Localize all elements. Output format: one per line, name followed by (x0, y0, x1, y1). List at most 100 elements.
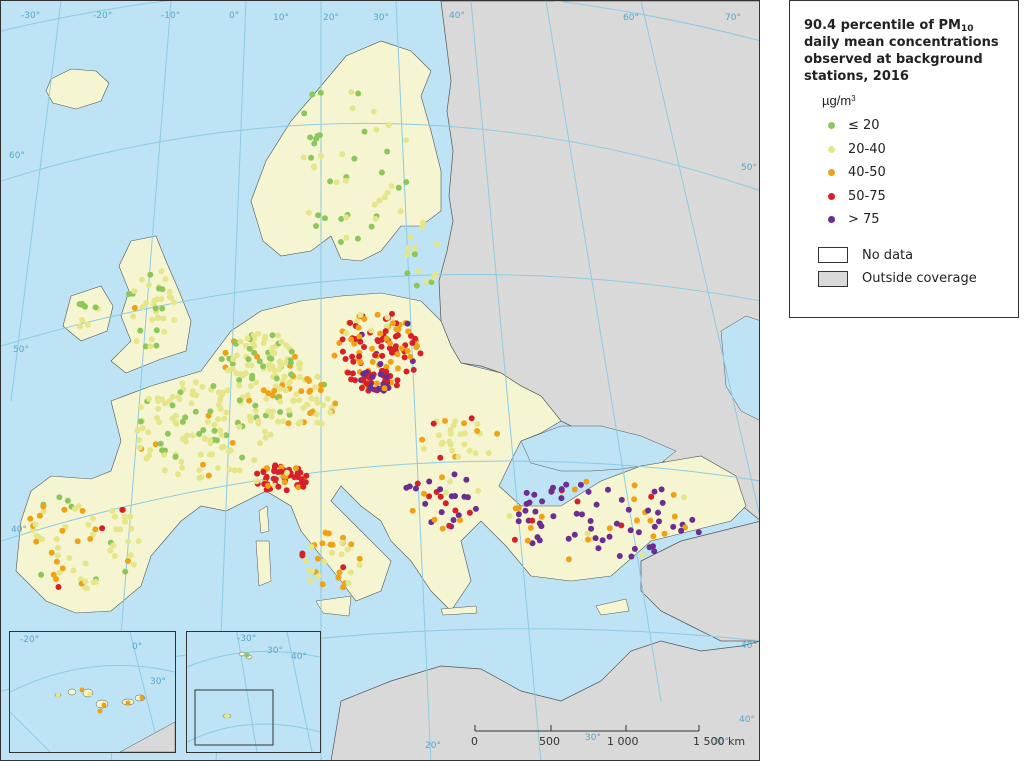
station-dot (585, 488, 592, 495)
station-dot (393, 382, 400, 389)
station-dot (268, 413, 275, 420)
station-dot (340, 564, 347, 571)
station-dot (388, 346, 394, 353)
station-dot (515, 505, 522, 511)
station-dot (89, 531, 96, 538)
station-dot (374, 311, 381, 318)
station-dot (296, 360, 303, 367)
station-dot (217, 427, 224, 434)
station-dot (403, 484, 410, 491)
station-dot (372, 352, 379, 359)
station-dot (217, 396, 224, 403)
inset-canary-islands: -20° 0° 30° (9, 631, 176, 753)
station-dot (267, 431, 274, 438)
station-dot (606, 525, 613, 532)
station-dot (409, 340, 416, 346)
inset-azores-map (187, 632, 320, 752)
station-dot (565, 535, 572, 542)
station-dot (54, 552, 61, 559)
station-dot (356, 555, 363, 562)
station-dot (300, 154, 307, 161)
station-dot (189, 432, 196, 439)
station-dot (538, 513, 545, 520)
station-dot (361, 128, 368, 135)
station-dot (466, 509, 473, 516)
station-dot (455, 512, 462, 519)
station-dot (327, 541, 334, 548)
station-dot (179, 380, 186, 387)
inset-graticule-label: 30° (267, 646, 283, 656)
legend-swatch (828, 169, 835, 177)
station-dot (77, 323, 83, 330)
station-dot (131, 304, 138, 311)
station-dot (263, 395, 270, 402)
station-dot (627, 527, 634, 534)
station-dot (377, 330, 384, 337)
station-dot (392, 333, 399, 340)
station-dot (269, 408, 276, 415)
station-dot (251, 336, 258, 342)
station-dot (410, 366, 417, 373)
station-dot (409, 358, 416, 365)
station-dot (515, 511, 522, 518)
station-dot (308, 395, 315, 402)
station-dot (404, 348, 411, 354)
station-dot (139, 304, 146, 311)
caspian-sea (720, 315, 759, 421)
station-dot (55, 584, 62, 590)
station-dot (405, 328, 412, 335)
station-dot (211, 421, 218, 428)
station-dot (248, 362, 255, 369)
station-dot (464, 494, 471, 501)
station-dot (494, 430, 501, 437)
inset-graticule-label: -20° (20, 635, 40, 645)
europe-map (1, 1, 759, 760)
station-dot (171, 299, 178, 306)
station-dot (309, 91, 316, 98)
station-dot (145, 429, 152, 436)
station-dot (251, 342, 258, 349)
station-dot (661, 530, 668, 537)
station-dot (373, 126, 380, 133)
station-dot (92, 578, 99, 585)
station-dot (71, 505, 78, 512)
station-dot (160, 315, 167, 322)
station-dot (225, 367, 232, 374)
station-dot (275, 332, 282, 339)
station-dot (38, 571, 45, 578)
station-dot (451, 471, 458, 478)
station-dot (343, 330, 350, 337)
station-dot (363, 380, 370, 387)
station-dot (27, 515, 34, 522)
station-dot (461, 420, 468, 427)
station-dot (419, 436, 426, 443)
station-dot (382, 328, 389, 335)
station-dot (452, 493, 459, 499)
scale-tick-label: 500 (539, 735, 560, 748)
station-dot (298, 388, 305, 395)
scale-bar-line (474, 725, 700, 732)
station-dot (261, 335, 268, 342)
station-dot (398, 345, 405, 352)
station-dot (281, 479, 288, 486)
station-dot (347, 569, 354, 576)
station-dot (169, 393, 176, 400)
land-ireland (62, 285, 114, 342)
station-dot (148, 336, 155, 343)
station-dot (302, 479, 309, 486)
station-dot (272, 476, 279, 483)
station-dot (109, 507, 116, 514)
station-dot (157, 440, 164, 447)
legend-title-subscript: 10 (960, 24, 974, 34)
station-dot (534, 534, 541, 541)
station-dot (343, 234, 350, 241)
station-dot (442, 500, 449, 507)
station-dot (237, 338, 244, 345)
station-dot (639, 552, 646, 558)
station-dot (221, 415, 228, 422)
station-dot (375, 385, 382, 392)
station-dot (197, 451, 204, 458)
station-dot (87, 536, 94, 542)
station-dot (296, 374, 303, 380)
station-dot (310, 163, 317, 170)
